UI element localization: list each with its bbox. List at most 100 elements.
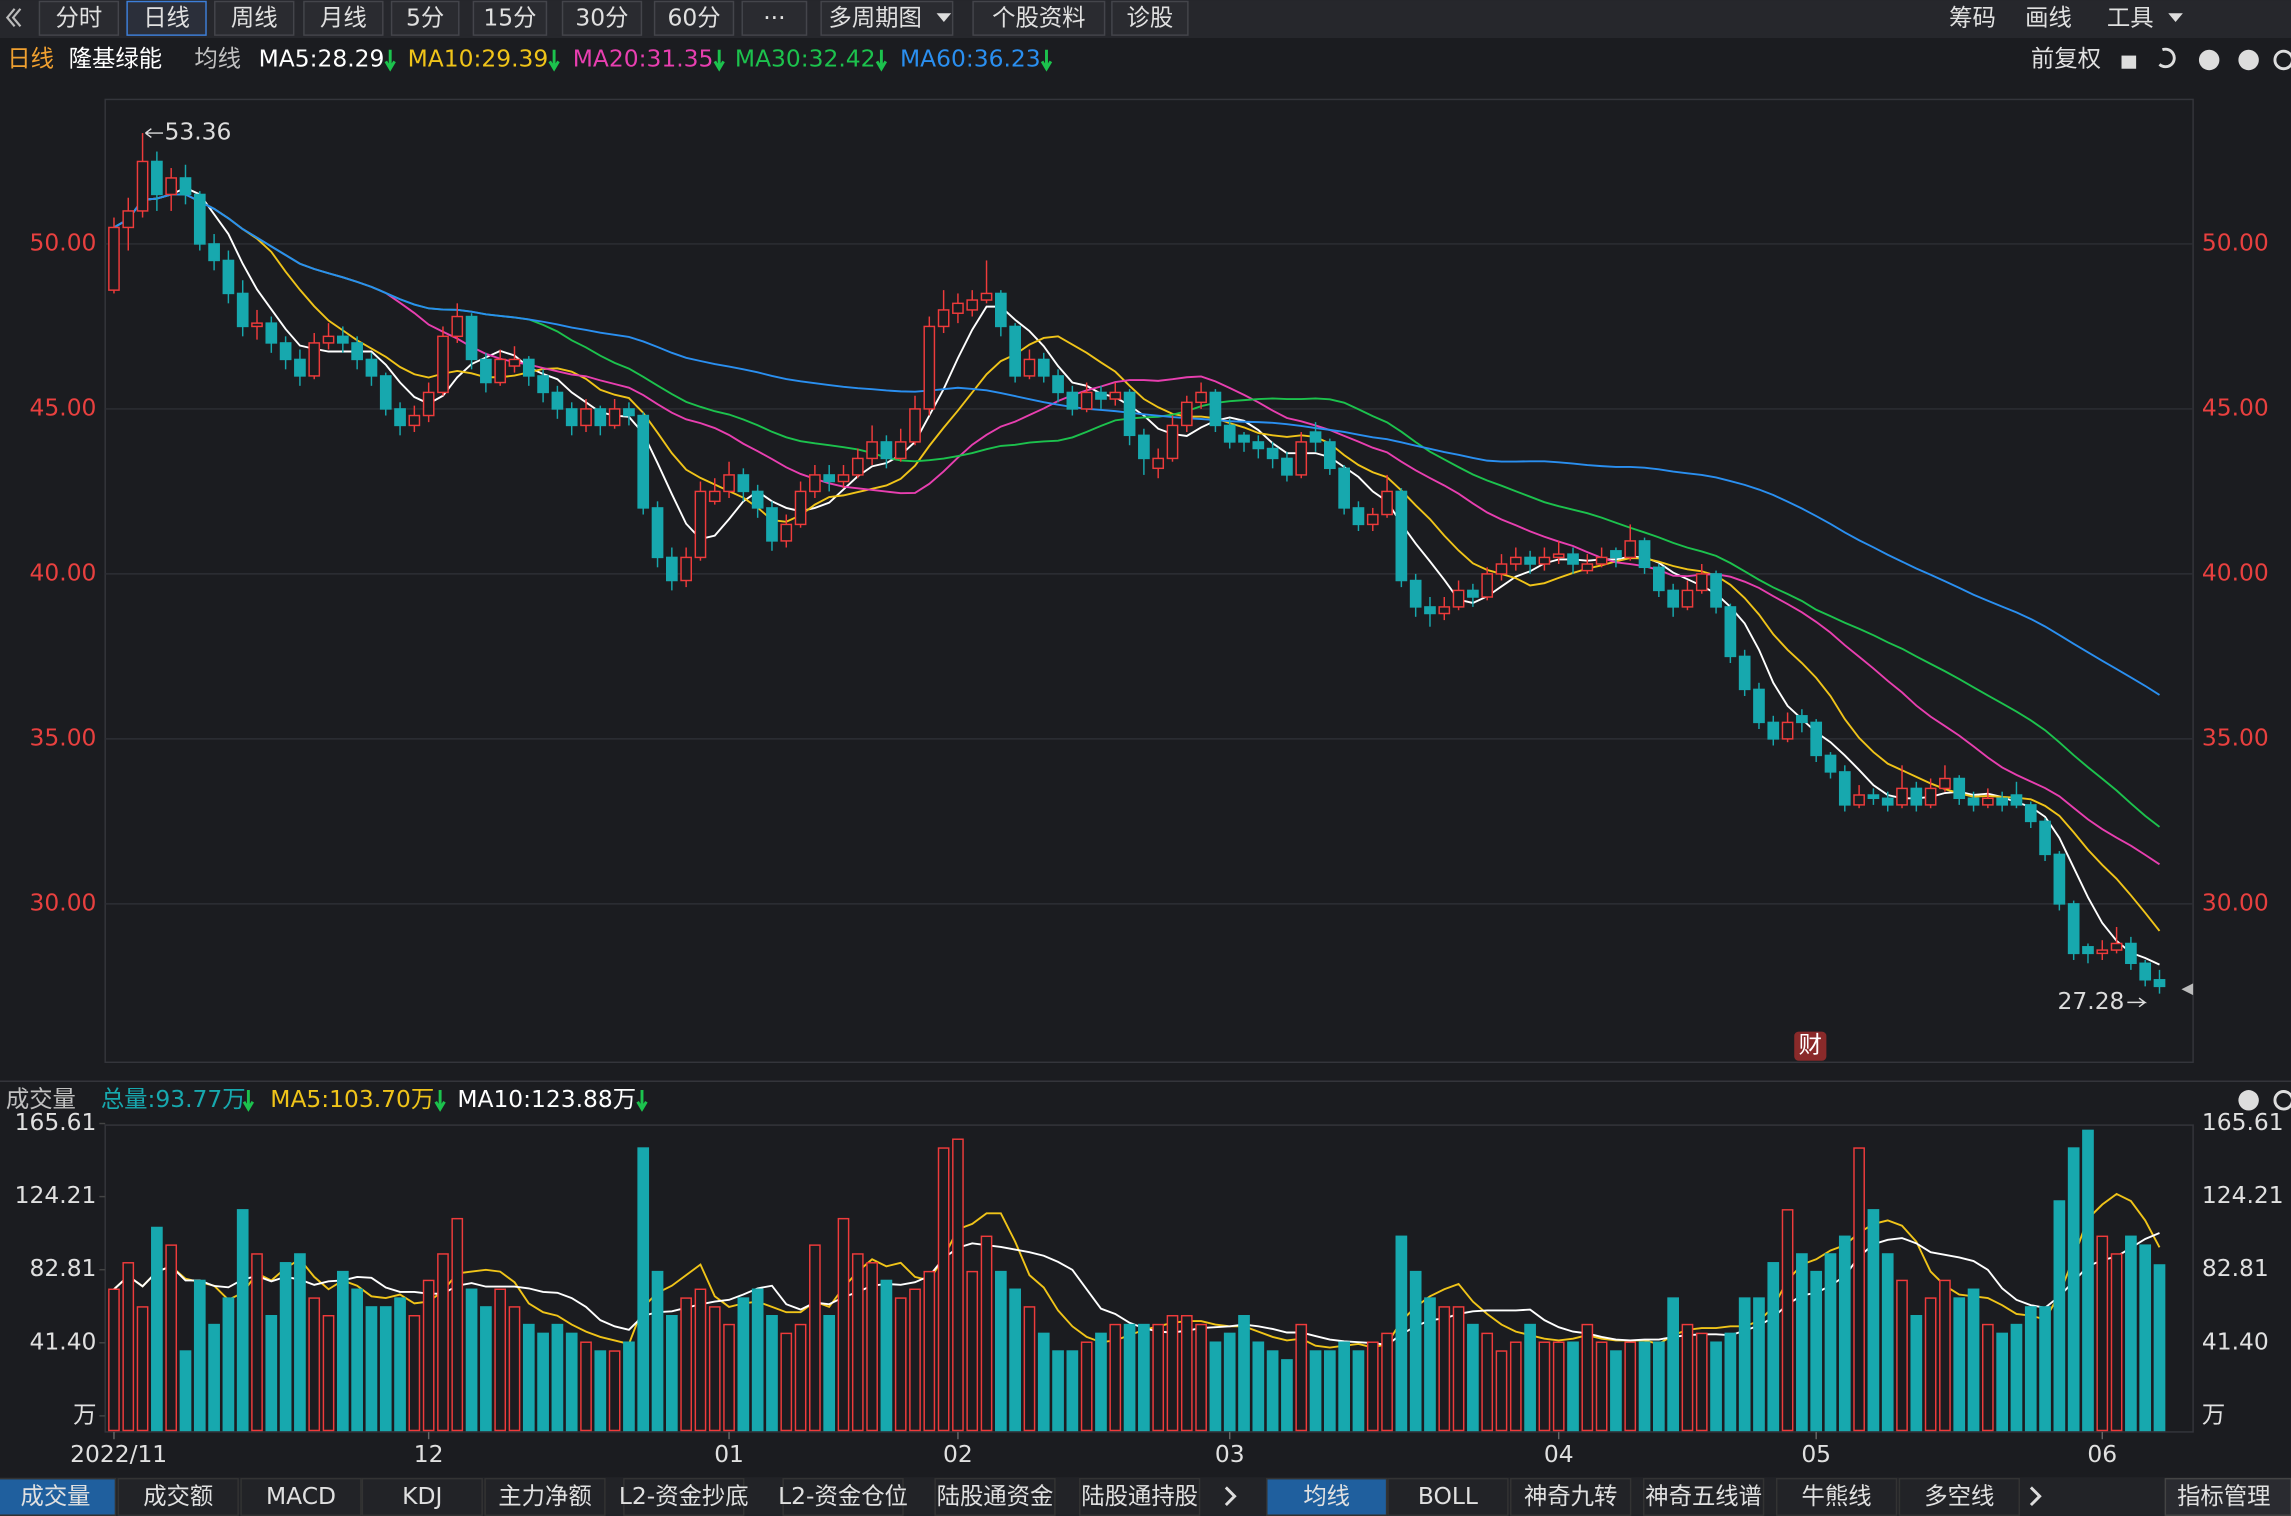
- undo-icon[interactable]: [2158, 47, 2176, 69]
- candle-body: [2096, 949, 2109, 955]
- tab[interactable]: [1266, 1477, 1388, 1516]
- tab-label[interactable]: L2-资金仓位: [778, 1482, 908, 1510]
- candle-body: [966, 299, 979, 311]
- tab-label[interactable]: 牛熊线: [1802, 1482, 1872, 1510]
- toolbar-button[interactable]: [561, 0, 643, 36]
- lock-icon[interactable]: [2121, 55, 2137, 69]
- tab[interactable]: [1079, 1477, 1201, 1516]
- toolbar-label[interactable]: 工具: [2107, 4, 2154, 32]
- volume-bar: [1023, 1306, 1036, 1432]
- volume-bar: [1767, 1262, 1780, 1432]
- tabs-more[interactable]: [1224, 1486, 1237, 1507]
- volume-bar: [594, 1350, 607, 1432]
- toolbar-button[interactable]: [38, 0, 120, 36]
- toolbar-button[interactable]: [1111, 0, 1189, 36]
- ma-label: MA5:28.29: [259, 44, 385, 72]
- volume-bar: [1452, 1306, 1465, 1432]
- tab-label[interactable]: MACD: [266, 1482, 336, 1510]
- toolbar-label[interactable]: 60分: [667, 4, 720, 32]
- toolbar-button[interactable]: [126, 0, 207, 36]
- y-tick-label: 124.21: [15, 1181, 97, 1209]
- tab-label[interactable]: 陆股通持股: [1081, 1482, 1198, 1510]
- tab[interactable]: [240, 1477, 362, 1516]
- toolbar-label[interactable]: 分时: [56, 4, 103, 32]
- tab-label[interactable]: 多空线: [1924, 1482, 1994, 1510]
- tab-label[interactable]: 成交额: [143, 1482, 213, 1510]
- toolbar-label[interactable]: 多周期图: [828, 4, 921, 32]
- badge-label[interactable]: 财: [1799, 1031, 1822, 1059]
- toolbar-label[interactable]: 30分: [575, 4, 628, 32]
- volume-bar: [465, 1288, 478, 1432]
- candle-body: [1524, 556, 1536, 565]
- tab[interactable]: [484, 1477, 606, 1516]
- toolbar-button[interactable]: [741, 0, 808, 36]
- toolbar-label[interactable]: ···: [763, 4, 785, 32]
- candle-body: [1281, 457, 1293, 476]
- tab[interactable]: [2164, 1477, 2291, 1516]
- settings-icon[interactable]: [2273, 1090, 2291, 1111]
- toolbar-label[interactable]: 15分: [483, 4, 536, 32]
- candle-body: [1653, 566, 1665, 592]
- tab[interactable]: [1898, 1477, 2020, 1516]
- volume-bar: [1996, 1332, 2008, 1432]
- badge[interactable]: [1794, 1031, 1827, 1061]
- tabs-more[interactable]: [2029, 1486, 2042, 1507]
- x-tick-label: 03: [1215, 1440, 1245, 1468]
- volume-bar: [480, 1306, 492, 1432]
- tab[interactable]: [1510, 1477, 1632, 1516]
- zoom-in-icon[interactable]: [2198, 49, 2220, 71]
- tab[interactable]: [1643, 1477, 1765, 1516]
- toolbar-button[interactable]: [472, 0, 548, 36]
- tab-label[interactable]: 均线: [1303, 1482, 1350, 1510]
- toolbar-button[interactable]: [653, 0, 735, 36]
- candle-body: [980, 292, 993, 301]
- tab-label[interactable]: 指标管理: [2177, 1482, 2270, 1510]
- tab[interactable]: [1387, 1477, 1509, 1516]
- volume-bar: [1166, 1315, 1179, 1432]
- tab-label[interactable]: BOLL: [1418, 1482, 1478, 1510]
- toolbar-label[interactable]: 周线: [231, 4, 278, 32]
- toolbar-label[interactable]: 月线: [320, 4, 367, 32]
- tab-label[interactable]: 神奇九转: [1524, 1482, 1617, 1510]
- toolbar-button[interactable]: [303, 0, 384, 36]
- tab-label[interactable]: 陆股通资金: [937, 1482, 1054, 1510]
- toolbar-button[interactable]: [820, 0, 954, 36]
- tab[interactable]: [1775, 1477, 1898, 1516]
- toolbar-label[interactable]: 画线: [2025, 4, 2072, 32]
- tab-label[interactable]: 主力净额: [498, 1482, 591, 1510]
- toolbar-button[interactable]: [214, 0, 295, 36]
- tab-label[interactable]: KDJ: [402, 1482, 442, 1510]
- toolbar-label[interactable]: 个股资料: [992, 4, 1085, 32]
- nav-back[interactable]: [11, 8, 22, 28]
- tab[interactable]: [934, 1477, 1056, 1516]
- nav-back[interactable]: [5, 8, 16, 28]
- tab[interactable]: [117, 1477, 239, 1516]
- tab[interactable]: [623, 1477, 745, 1516]
- toolbar-button[interactable]: [390, 0, 460, 36]
- toolbar-label[interactable]: 5分: [406, 4, 444, 32]
- toolbar-label[interactable]: 筹码: [1949, 4, 1996, 32]
- settings-icon[interactable]: [2273, 49, 2291, 71]
- tab[interactable]: [782, 1477, 904, 1516]
- tab-label[interactable]: 神奇五线谱: [1645, 1482, 1762, 1510]
- close-icon[interactable]: [2238, 1090, 2259, 1111]
- candle-body: [1810, 721, 1823, 757]
- tab[interactable]: [0, 1477, 117, 1516]
- volume-bar: [1009, 1288, 1021, 1432]
- tab-label[interactable]: 成交量: [20, 1482, 90, 1510]
- toolbar-button[interactable]: [972, 0, 1106, 36]
- volume-bar: [1738, 1297, 1751, 1432]
- volume-bar: [923, 1270, 936, 1432]
- toolbar-label[interactable]: 诊股: [1127, 4, 1174, 32]
- adjust[interactable]: 前复权: [2031, 44, 2101, 72]
- volume-bar: [751, 1288, 764, 1432]
- tab[interactable]: [361, 1477, 483, 1516]
- toolbar-label[interactable]: 日线: [143, 4, 190, 32]
- tab-label[interactable]: L2-资金抄底: [619, 1482, 749, 1510]
- candle-body: [1982, 797, 1994, 806]
- candle-body: [1037, 358, 1050, 377]
- zoom-out-icon[interactable]: [2238, 49, 2259, 71]
- volume-bar: [1881, 1253, 1894, 1432]
